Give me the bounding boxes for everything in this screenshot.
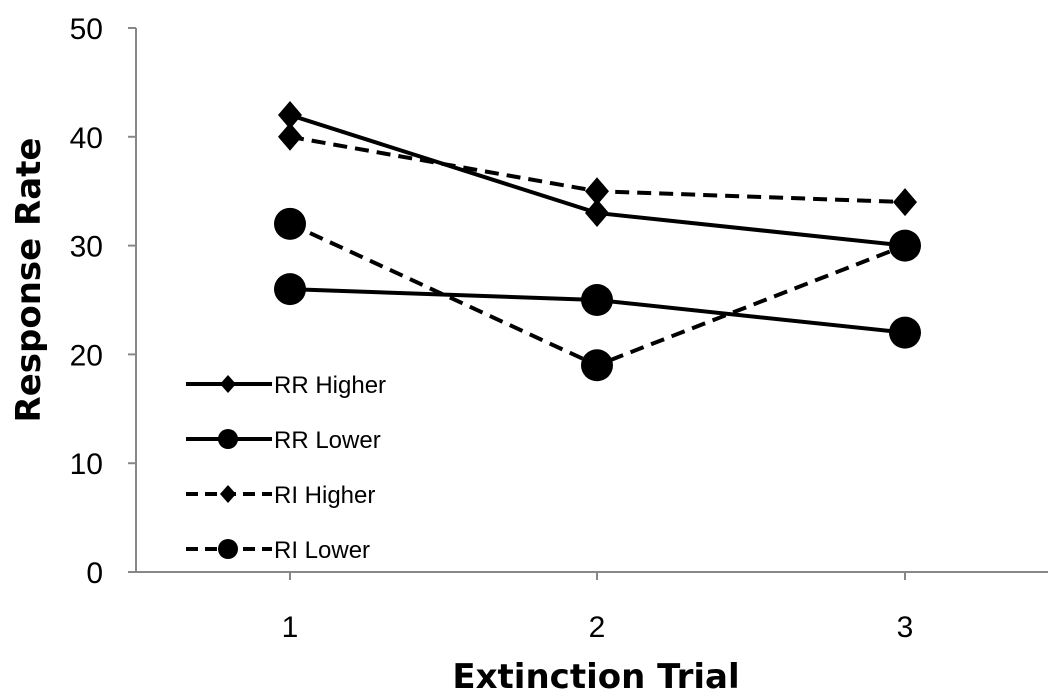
y-tick-label: 30 (70, 231, 103, 264)
y-axis-title: Response Rate (9, 138, 49, 423)
axes (135, 28, 1048, 573)
data-point-rr-lower (581, 284, 613, 316)
data-point-rr-higher (585, 198, 609, 227)
y-tick-label: 10 (70, 448, 103, 481)
legend-label: RR Higher (274, 372, 386, 399)
data-point-ri-lower (889, 229, 921, 262)
x-tick-label: 2 (589, 611, 606, 644)
x-tick-label: 3 (897, 611, 914, 644)
series-ri-higher (278, 122, 917, 217)
legend-item-rr-lower: RR Lower (186, 427, 381, 454)
legend-item-ri-higher: RI Higher (186, 482, 375, 509)
data-point-ri-lower (274, 207, 306, 240)
legend-label: RR Lower (274, 427, 381, 454)
series-group (274, 101, 921, 382)
x-tick-label: 1 (282, 611, 299, 644)
y-tick-label: 50 (70, 13, 103, 46)
legend-swatch-marker (218, 539, 238, 559)
legend-item-rr-higher: RR Higher (186, 372, 386, 399)
y-tick-label: 20 (70, 339, 103, 372)
y-ticks: 0 10 20 30 40 50 (70, 13, 136, 590)
data-point-ri-higher (278, 122, 302, 151)
y-tick-label: 40 (70, 122, 103, 155)
legend-swatch-marker (218, 429, 238, 449)
x-ticks: 1 2 3 (282, 572, 914, 644)
data-point-ri-higher (893, 188, 917, 217)
data-point-ri-higher (585, 177, 609, 206)
legend-label: RI Higher (274, 482, 375, 509)
legend-swatch-marker (220, 485, 236, 503)
data-point-ri-lower (581, 349, 613, 382)
data-point-rr-lower (274, 273, 306, 306)
legend-label: RI Lower (274, 537, 370, 564)
legend: RR Higher RR Lower RI Higher RI Lower (186, 372, 386, 564)
y-tick-label: 0 (86, 557, 103, 590)
legend-swatch-marker (220, 375, 236, 393)
x-axis-title: Extinction Trial (452, 657, 739, 697)
series-rr-lower (274, 273, 921, 349)
legend-item-ri-lower: RI Lower (186, 537, 370, 564)
data-point-rr-higher (278, 101, 302, 130)
data-point-rr-lower (889, 316, 921, 349)
series-ri-lower (274, 207, 921, 382)
